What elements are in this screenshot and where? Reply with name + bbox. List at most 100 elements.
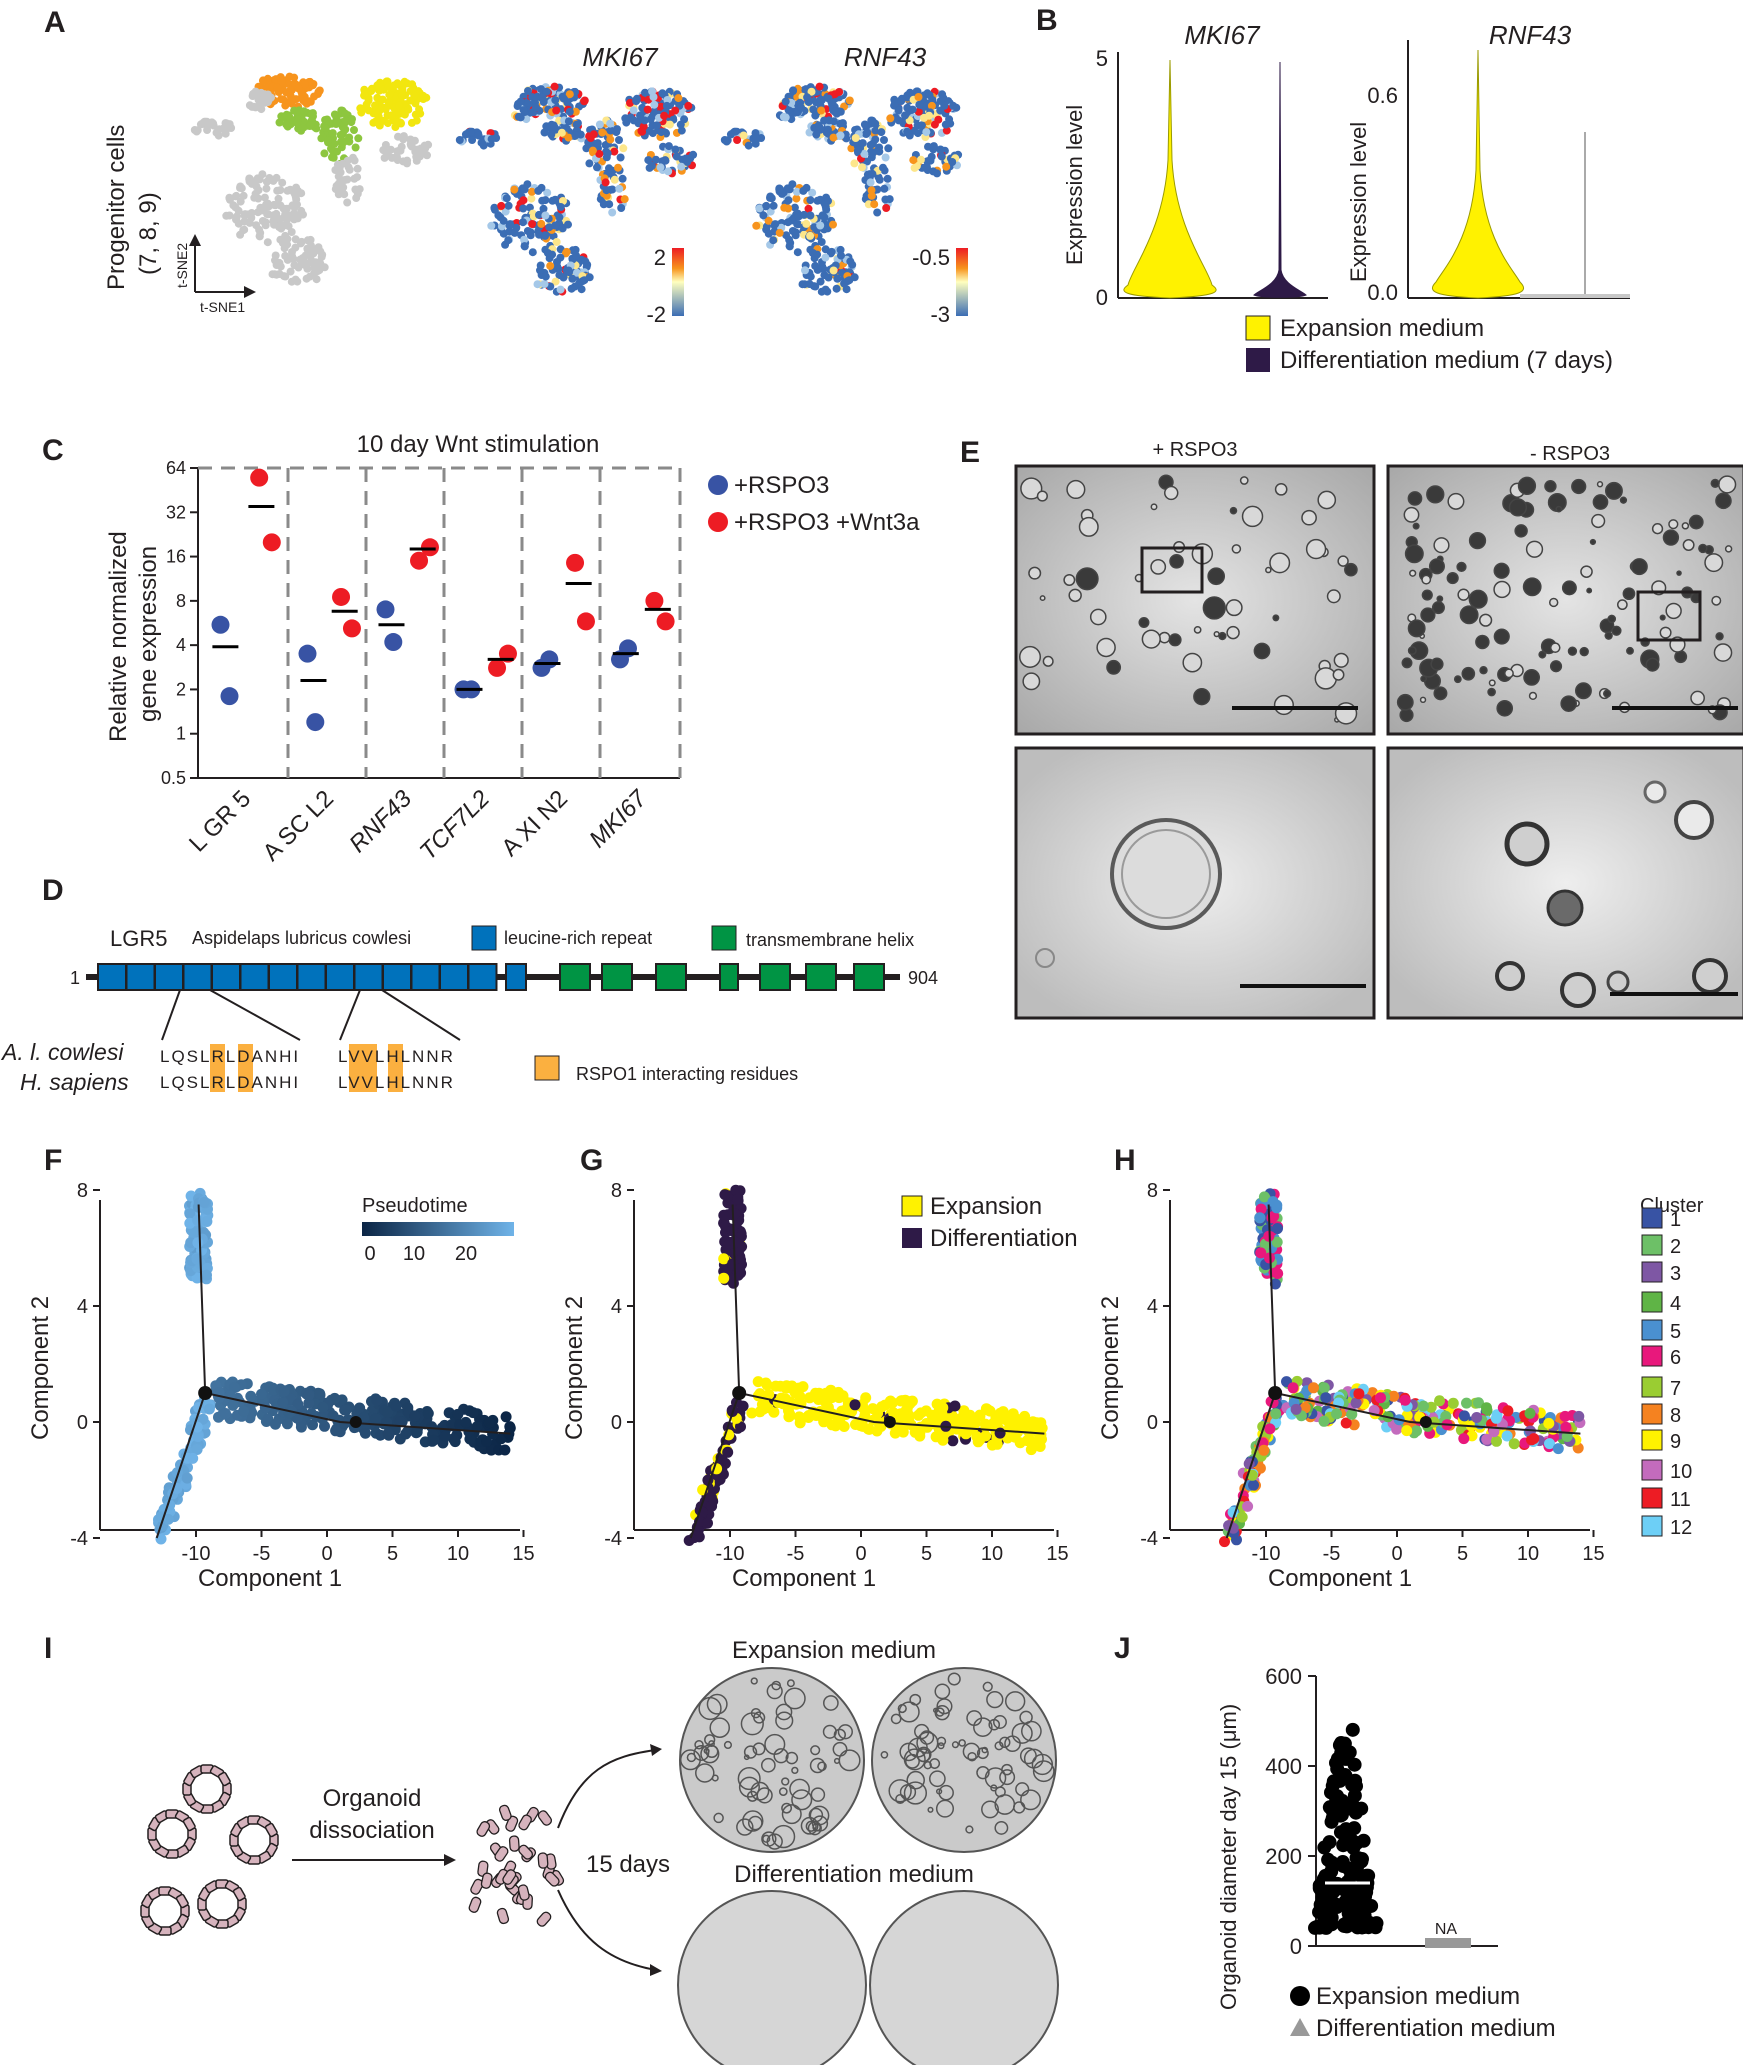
well-organoid <box>990 1784 998 1792</box>
violin-1-ylabel: Expression level <box>1062 105 1087 265</box>
traj-point <box>382 1427 394 1439</box>
tsne-point <box>928 96 937 104</box>
tsne-point <box>502 194 511 203</box>
tsne-point <box>792 187 801 196</box>
tsne-point <box>813 196 822 205</box>
tsne-point <box>638 127 647 136</box>
traj-xlabel: Component 1 <box>198 1565 342 1592</box>
well-organoid <box>773 1748 789 1764</box>
tsne-point <box>816 96 825 105</box>
tsne-point <box>307 110 316 119</box>
traj-xtick-label: -10 <box>1252 1543 1281 1565</box>
tsne-point <box>880 184 889 193</box>
organoid-fragment <box>480 1872 493 1889</box>
tsne-point <box>800 210 808 219</box>
chart-c-point <box>250 468 269 487</box>
tsne-point <box>541 272 550 281</box>
tsne-point <box>352 194 361 202</box>
traj-point <box>1544 1438 1555 1450</box>
chart-j-ytick-label: 200 <box>1265 1844 1302 1869</box>
chart-c-ytick-label: 8 <box>176 591 186 611</box>
tsne-point <box>871 135 880 144</box>
traj-point <box>1401 1425 1413 1437</box>
well-organoid <box>783 1687 806 1710</box>
traj-point <box>1272 1223 1283 1234</box>
traj-point <box>192 1431 204 1442</box>
tsne1-label: t-SNE1 <box>200 299 245 315</box>
well-organoid <box>935 1788 943 1795</box>
well-organoid <box>736 1818 754 1836</box>
well-differentiation-1 <box>677 1890 867 2070</box>
traj-point <box>1255 1247 1267 1259</box>
cluster-legend-label: 5 <box>1670 1321 1681 1343</box>
chart-c-ylabel-1: Relative normalized <box>105 531 132 742</box>
well-organoid <box>1023 1748 1044 1769</box>
tsne-point <box>321 124 330 132</box>
tsne-point <box>571 131 580 140</box>
tsne-point <box>610 147 619 156</box>
tm-box <box>719 963 739 991</box>
tsne-point <box>833 274 842 283</box>
organoid <box>1681 522 1690 530</box>
traj-point <box>982 1404 994 1416</box>
tsne-point <box>557 128 566 137</box>
organoid <box>1538 650 1547 659</box>
chart-c-point <box>306 713 325 732</box>
tsne-point <box>820 213 829 222</box>
well-organoid <box>951 1741 959 1749</box>
tsne-point <box>585 159 594 168</box>
well-organoid <box>791 1789 813 1811</box>
chart-c-ylabel-2: gene expression <box>135 546 162 722</box>
tsne-point <box>881 153 890 162</box>
cluster-swatch <box>1641 1515 1663 1537</box>
tsne-point <box>755 204 764 213</box>
tsne-point <box>278 178 287 187</box>
organoid <box>1337 555 1349 567</box>
well-organoid <box>706 1693 728 1715</box>
traj-point <box>1269 1278 1281 1290</box>
well-organoid <box>981 1800 1000 1819</box>
tsne-point <box>769 236 778 245</box>
organoid <box>1605 481 1623 500</box>
organoid <box>1718 475 1737 494</box>
well-organoid <box>743 1754 750 1761</box>
organoid <box>1493 628 1510 645</box>
well-organoid <box>823 1695 839 1711</box>
tsne-point <box>527 187 536 196</box>
organoid <box>1028 566 1042 580</box>
tsne-point <box>419 91 428 100</box>
tsne-point <box>349 153 357 162</box>
well-organoid <box>760 1757 776 1773</box>
tsne-point <box>547 130 556 139</box>
tsne-point <box>608 208 617 217</box>
tsne-point <box>683 158 692 166</box>
well-organoid <box>778 1787 788 1796</box>
chart-c-point <box>576 612 595 631</box>
tsne-point <box>276 262 285 271</box>
organoid <box>1063 573 1076 586</box>
chart-j-point <box>1347 1757 1362 1772</box>
organoid-fragment <box>508 1835 520 1852</box>
tsne-point <box>251 103 260 112</box>
organoid <box>1459 605 1479 625</box>
cluster-legend-label: 6 <box>1670 1347 1681 1369</box>
tsne-point <box>629 106 638 115</box>
species-row-1: A. l. cowlesi <box>0 1039 124 1065</box>
tsne-point <box>391 153 400 162</box>
tsne-point <box>602 186 611 195</box>
organoid <box>1549 660 1563 673</box>
organoid <box>1488 679 1496 687</box>
organoid <box>1690 690 1705 706</box>
traj-point <box>281 1418 293 1430</box>
chart-j-point <box>1338 1768 1353 1783</box>
traj-point <box>267 1384 279 1396</box>
organoid <box>1433 537 1450 554</box>
tsne-point <box>572 120 581 129</box>
legend-tm-swatch <box>711 925 737 951</box>
traj-point <box>1254 1462 1266 1474</box>
micrograph-rspo3-minus-zoom <box>1386 746 1743 1020</box>
organoid <box>1522 577 1542 597</box>
well-organoid <box>888 1779 912 1803</box>
traj-point <box>849 1399 861 1411</box>
well-organoid <box>936 1698 953 1715</box>
